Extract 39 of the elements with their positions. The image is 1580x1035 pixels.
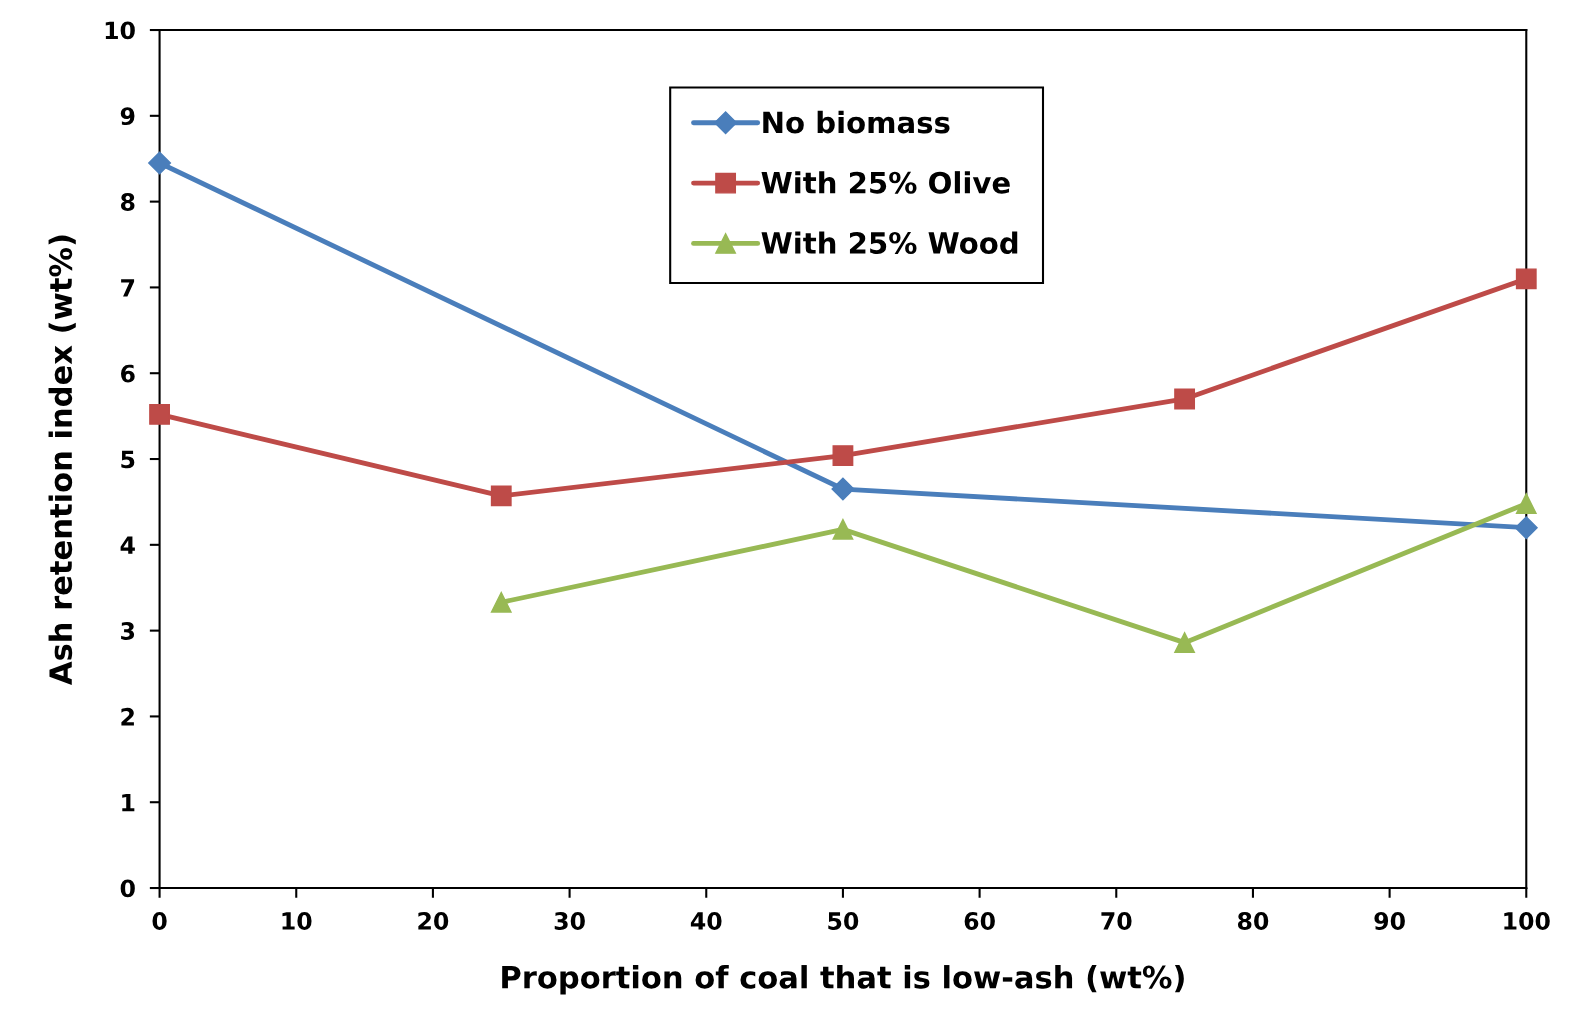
y-tick-label: 1 <box>122 793 135 812</box>
point <box>1174 388 1196 410</box>
point <box>148 151 172 175</box>
x-tick-label: 0 <box>152 912 167 930</box>
y-tick-label: 3 <box>121 622 135 640</box>
x-axis-title: Proportion of coal that is low-ash (wt%) <box>502 965 1184 995</box>
x-tick-label: 50 <box>828 912 859 930</box>
point <box>832 445 854 467</box>
x-tick-label: 20 <box>418 912 449 930</box>
y-axis-title: Ash retention index (wt%) <box>48 235 76 685</box>
point <box>490 485 512 507</box>
point <box>1515 268 1537 290</box>
point <box>149 403 170 425</box>
x-tick-label: 70 <box>1101 912 1132 930</box>
point <box>831 477 855 501</box>
point <box>1515 493 1537 515</box>
y-tick-label: 0 <box>120 879 135 898</box>
x-tick-label: 100 <box>1504 912 1550 930</box>
y-tick-label: 9 <box>120 107 135 126</box>
y-tick-label: 5 <box>121 450 135 469</box>
y-tick-label: 7 <box>121 279 135 297</box>
legend-label: No biomass <box>763 110 950 134</box>
x-tick-label: 40 <box>690 912 722 930</box>
y-tick-label: 6 <box>121 364 135 383</box>
x-tick-label: 30 <box>554 912 585 930</box>
point <box>1174 632 1196 654</box>
x-tick-label: 60 <box>964 912 995 930</box>
point <box>832 518 854 540</box>
point <box>1514 516 1538 540</box>
y-tick-label: 10 <box>105 21 135 40</box>
y-tick-label: 4 <box>120 536 135 554</box>
x-tick-label: 10 <box>282 912 312 930</box>
y-tick-label: 2 <box>121 707 134 726</box>
x-tick-label: 90 <box>1374 912 1405 930</box>
legend-label: With 25% Olive <box>761 171 1010 194</box>
x-tick-label: 80 <box>1237 912 1269 930</box>
point <box>490 591 512 613</box>
legend-label: With 25% Wood <box>761 231 1018 255</box>
y-tick-label: 8 <box>120 193 135 211</box>
